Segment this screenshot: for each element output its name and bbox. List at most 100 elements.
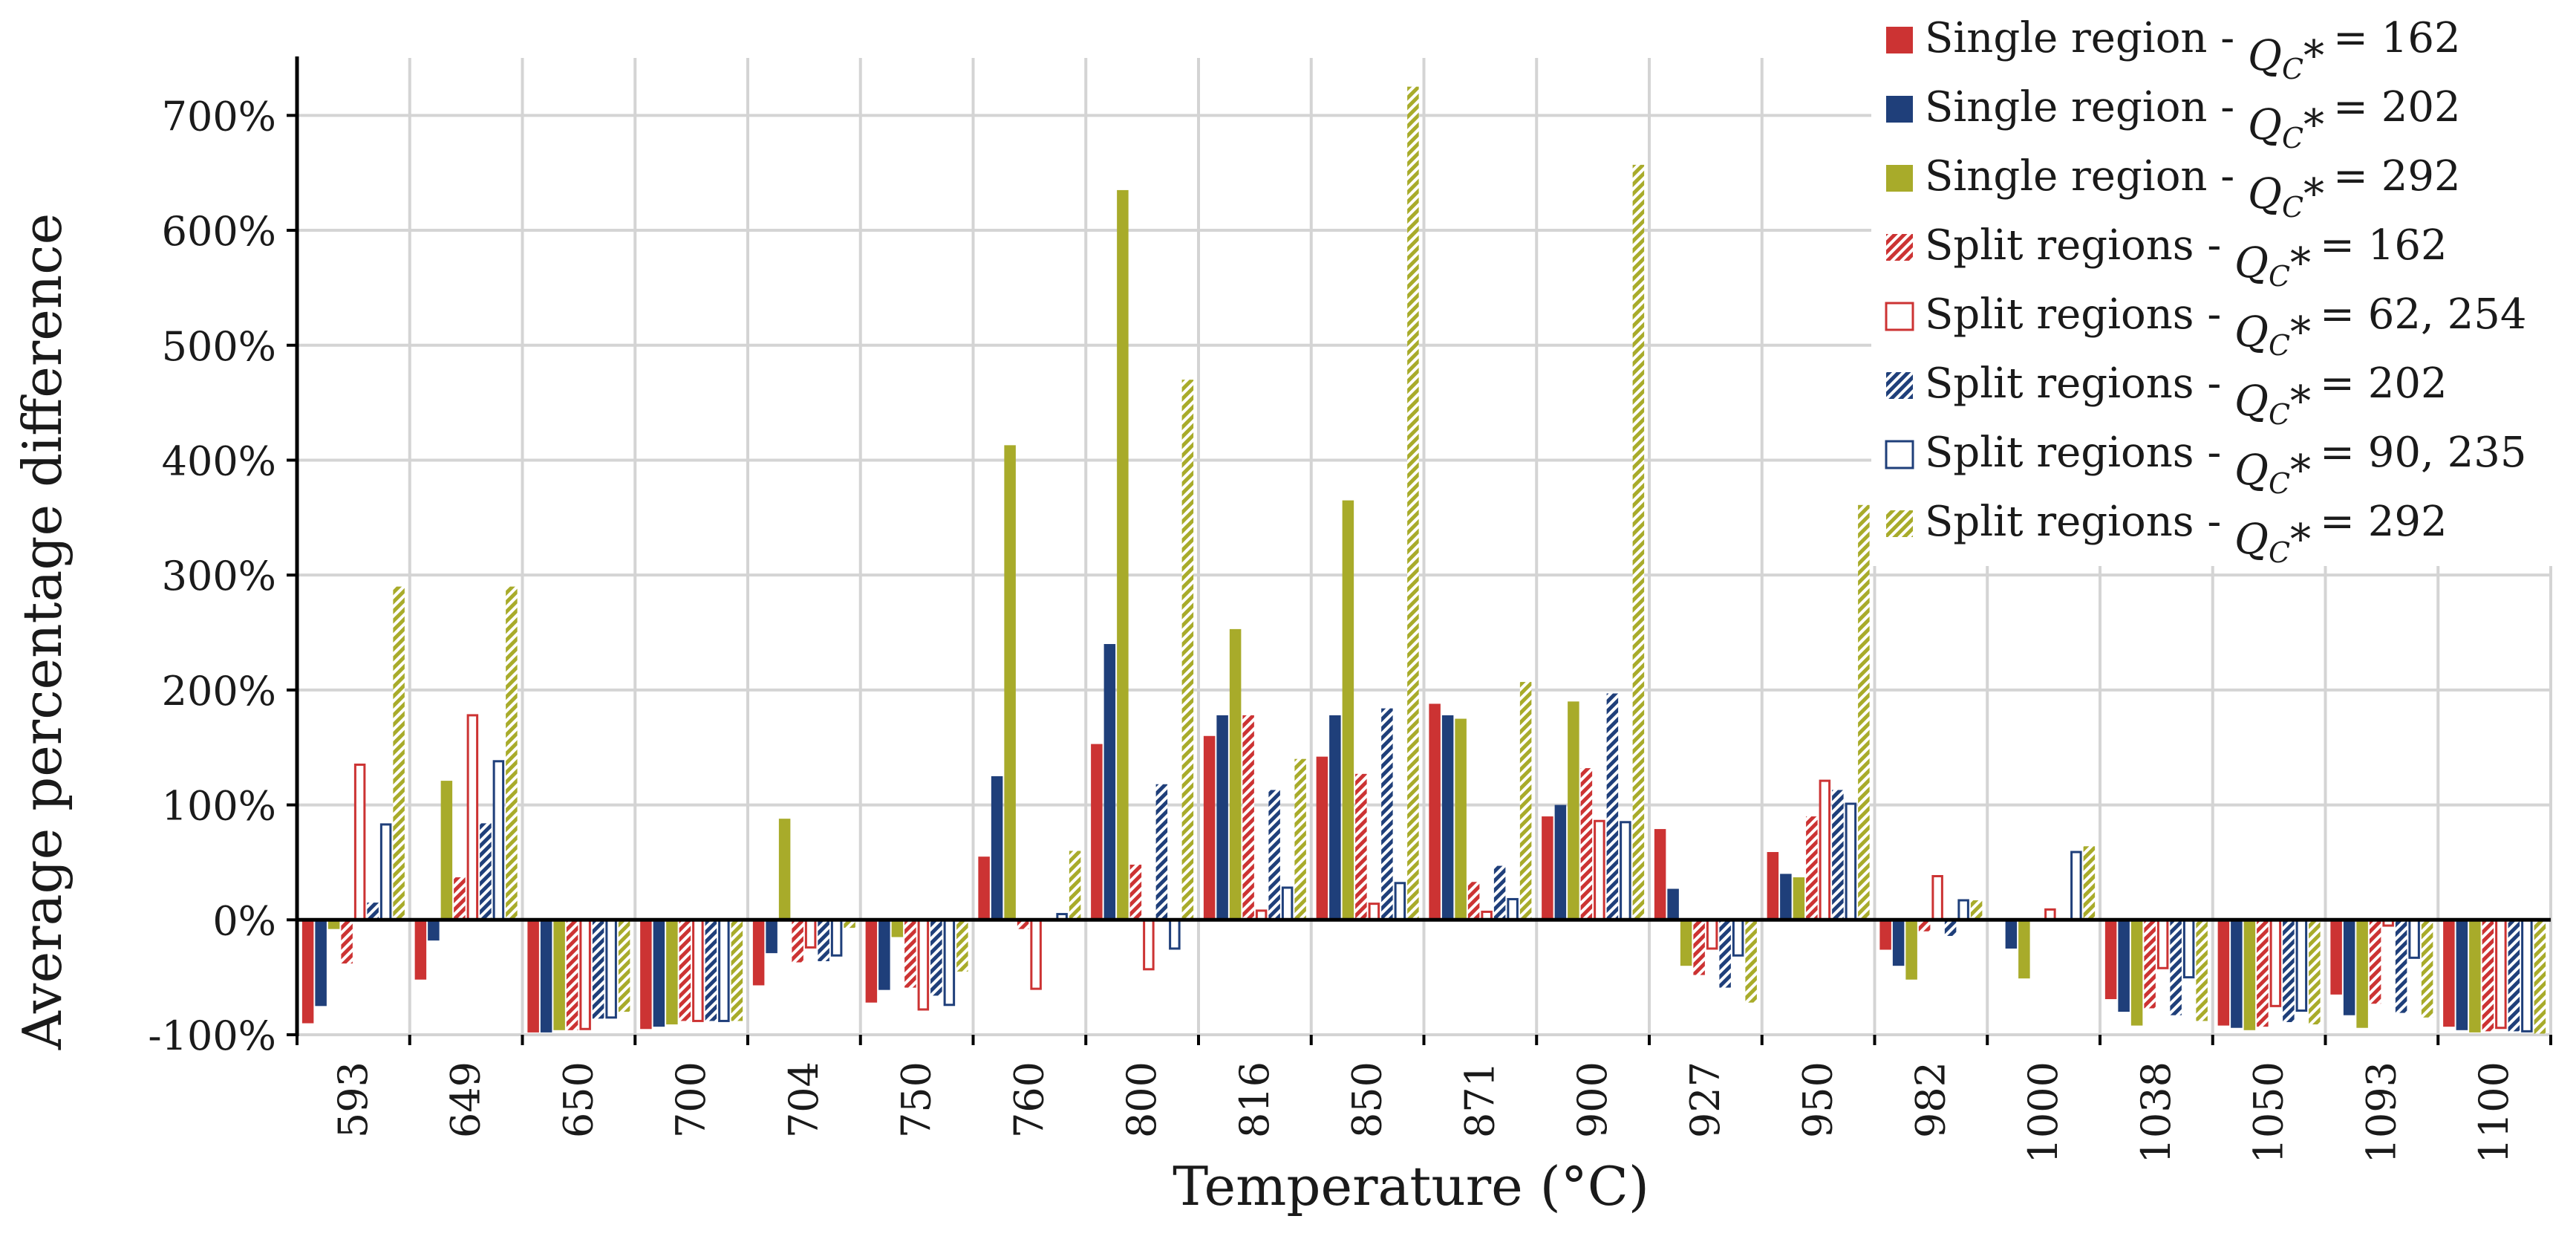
bar: [1203, 735, 1216, 920]
bar: [1355, 773, 1367, 920]
bar: [2257, 920, 2269, 1027]
y-tick-label: 500%: [162, 323, 276, 370]
bar: [2130, 920, 2143, 1026]
bar: [991, 776, 1003, 920]
bar: [1507, 897, 1519, 921]
bar: [2408, 918, 2420, 959]
bar: [566, 920, 578, 1030]
bar: [1918, 920, 1931, 932]
bar: [506, 586, 518, 920]
bar: [440, 781, 453, 920]
bar: [1970, 900, 1983, 920]
bar: [1944, 920, 1957, 936]
bar: [978, 856, 990, 920]
bar: [917, 918, 930, 1011]
bar: [891, 920, 904, 937]
x-tick-label: 982: [1907, 1061, 1954, 1138]
bar: [1381, 708, 1393, 920]
bar: [1004, 445, 1016, 920]
bar: [778, 819, 791, 920]
y-tick-label: 300%: [162, 553, 276, 599]
bar: [480, 823, 492, 920]
x-tick-label: 760: [1005, 1061, 1052, 1138]
bar: [379, 823, 392, 921]
bar: [1103, 644, 1116, 920]
y-axis-label: Average percentage difference: [11, 213, 74, 1050]
bar: [640, 920, 652, 1030]
legend-label: Split regions - QC* = 202: [1925, 360, 2448, 431]
bar: [1568, 701, 1579, 920]
bar: [1793, 877, 1805, 920]
bar: [1407, 86, 1419, 920]
legend-label: Split regions - QC* = 292: [1925, 498, 2448, 569]
x-axis-label: Temperature (°C): [1173, 1155, 1649, 1217]
bar: [692, 918, 704, 1022]
bar: [1957, 899, 1969, 921]
y-tick-label: 200%: [162, 668, 276, 715]
bar: [2395, 920, 2407, 1013]
legend-item: Split regions - QC* = 62, 254: [1885, 290, 2527, 362]
tick-labels: -100% 0% 100% 200% 300% 400% 500% 600% 700% 593 64…: [148, 93, 2517, 1163]
bar: [2005, 920, 2018, 949]
legend-item: Single region - QC* = 202: [1886, 83, 2461, 155]
legend-label: Split regions - QC* = 162: [1925, 221, 2448, 293]
bar: [1892, 920, 1905, 966]
bar: [428, 920, 440, 941]
y-tick-label: 400%: [162, 438, 276, 484]
bar: [1216, 715, 1228, 920]
legend-swatch: [1885, 440, 1914, 469]
bar: [865, 920, 878, 1003]
bar: [2495, 918, 2507, 1030]
bar: [2534, 920, 2546, 1034]
bar: [327, 920, 340, 929]
bar: [731, 920, 743, 1021]
legend-swatch: [1885, 302, 1914, 331]
bar: [1858, 504, 1870, 920]
bar: [1620, 821, 1631, 921]
x-tick-label: 700: [668, 1061, 714, 1138]
y-tick-label: -100%: [148, 1012, 276, 1059]
legend-item: Split regions - QC* = 90, 235: [1885, 429, 2527, 500]
bar: [1229, 628, 1242, 920]
bar: [1329, 715, 1341, 920]
x-tick-label: 871: [1456, 1061, 1503, 1138]
bar: [414, 920, 427, 980]
bar: [353, 763, 366, 921]
legend-swatch: [1886, 96, 1913, 123]
y-tick-label: 0%: [212, 897, 276, 944]
bar: [1594, 819, 1605, 921]
bar: [792, 920, 803, 963]
bar: [705, 920, 717, 1021]
bar: [1680, 920, 1692, 966]
bar: [1169, 918, 1181, 950]
bar: [1242, 715, 1254, 920]
legend-label: Split regions - QC* = 90, 235: [1925, 429, 2527, 500]
bar: [1767, 852, 1779, 920]
bar: [2196, 920, 2208, 1021]
x-tick-label: 1100: [2471, 1061, 2517, 1163]
bar: [1017, 920, 1029, 929]
bar: [752, 920, 765, 986]
x-tick-label: 1050: [2246, 1061, 2292, 1163]
bar: [766, 920, 777, 954]
bar: [844, 920, 855, 929]
bar: [454, 877, 466, 920]
bar: [2018, 920, 2030, 979]
bar: [1368, 903, 1380, 921]
bar: [1030, 918, 1042, 990]
bar: [2269, 918, 2282, 1007]
bar: [1732, 918, 1744, 957]
bar: [2156, 918, 2169, 969]
bar: [1294, 758, 1306, 920]
legend-label: Single region - QC* = 292: [1925, 152, 2461, 224]
y-tick-label: 100%: [162, 783, 276, 830]
legend-item: Single region - QC* = 292: [1886, 152, 2461, 224]
x-tick-label: 816: [1231, 1061, 1278, 1138]
y-tick-label: 700%: [162, 93, 276, 140]
bar: [1519, 682, 1532, 920]
bar: [943, 918, 956, 1007]
bar: [2182, 918, 2195, 979]
bar: [527, 920, 539, 1033]
